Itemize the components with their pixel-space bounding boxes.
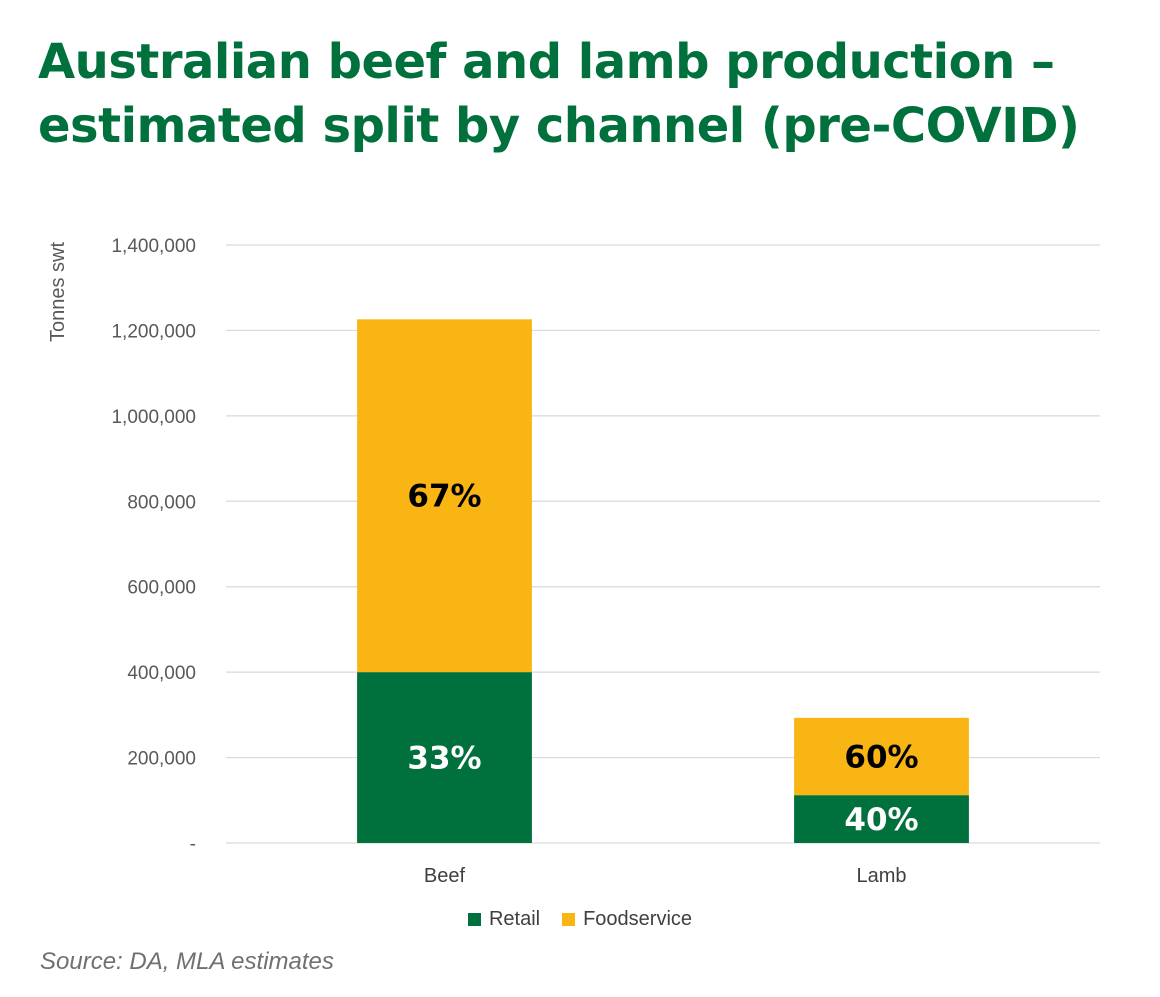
x-axis-categories: Beef Lamb bbox=[424, 865, 907, 887]
bar-retail-lamb bbox=[794, 795, 969, 843]
title-line-2: estimated split by channel (pre-COVID) bbox=[38, 98, 1080, 154]
data-label-retail-lamb: 40% bbox=[844, 802, 918, 838]
legend-label-retail: Retail bbox=[488, 908, 541, 930]
y-axis-ticks: - 200,000 400,000 600,000 800,000 1,000,000 1,… bbox=[111, 236, 196, 855]
legend: Retail Foodservice bbox=[0, 908, 1160, 931]
y-tick-label: - bbox=[190, 834, 196, 855]
bars: 33% 67% 40% 60% bbox=[357, 319, 969, 843]
data-label-foodservice-beef: 67% bbox=[407, 479, 481, 515]
bar-foodservice-lamb bbox=[794, 717, 969, 796]
legend-item-retail: Retail bbox=[467, 908, 541, 931]
legend-swatch-foodservice bbox=[562, 913, 576, 926]
y-tick-label: 200,000 bbox=[127, 749, 196, 770]
legend-swatch-retail bbox=[467, 913, 481, 926]
y-tick-label: 1,200,000 bbox=[111, 321, 196, 342]
chart-title: Australian beef and lamb production – es… bbox=[38, 30, 1148, 158]
x-category-label: Beef bbox=[424, 865, 466, 887]
stacked-bar-chart: - 200,000 400,000 600,000 800,000 1,000,000 1,… bbox=[47, 236, 1100, 887]
y-tick-label: 800,000 bbox=[127, 492, 196, 513]
bar-retail-beef bbox=[357, 672, 532, 843]
y-axis-label: Tonnes swt bbox=[47, 242, 69, 342]
title-line-1: Australian beef and lamb production – bbox=[38, 34, 1055, 90]
data-label-retail-beef: 33% bbox=[407, 741, 481, 777]
y-tick-label: 600,000 bbox=[127, 578, 196, 599]
legend-item-foodservice: Foodservice bbox=[562, 908, 692, 931]
bar-foodservice-beef bbox=[357, 319, 532, 673]
source-note: Source: DA, MLA estimates bbox=[40, 948, 334, 975]
data-label-foodservice-lamb: 60% bbox=[844, 740, 918, 776]
x-category-label: Lamb bbox=[856, 865, 906, 887]
y-tick-label: 1,000,000 bbox=[111, 407, 196, 428]
y-tick-label: 400,000 bbox=[127, 663, 196, 684]
legend-label-foodservice: Foodservice bbox=[583, 908, 693, 930]
y-tick-label: 1,400,000 bbox=[111, 236, 196, 257]
